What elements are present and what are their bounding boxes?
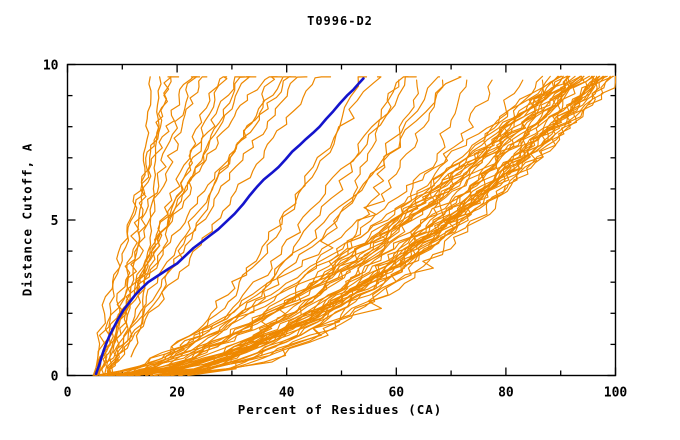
x-tick-label: 20 [169, 386, 185, 401]
x-tick-label: 60 [388, 386, 404, 401]
y-tick-label: 10 [43, 59, 59, 74]
x-tick-label: 0 [64, 386, 72, 401]
x-tick-label: 80 [498, 386, 514, 401]
x-tick-label: 40 [279, 386, 295, 401]
y-tick-label: 0 [51, 370, 59, 385]
prediction-curves [92, 75, 617, 377]
tick-labels: 0 20 40 60 80 100 0 5 10 [43, 59, 628, 401]
highlight-curve [94, 77, 365, 376]
x-tick-label: 100 [604, 386, 628, 401]
chart-title: T0996-D2 [307, 14, 373, 28]
y-tick-label: 5 [51, 214, 59, 229]
x-axis-label: Percent of Residues (CA) [237, 402, 443, 417]
